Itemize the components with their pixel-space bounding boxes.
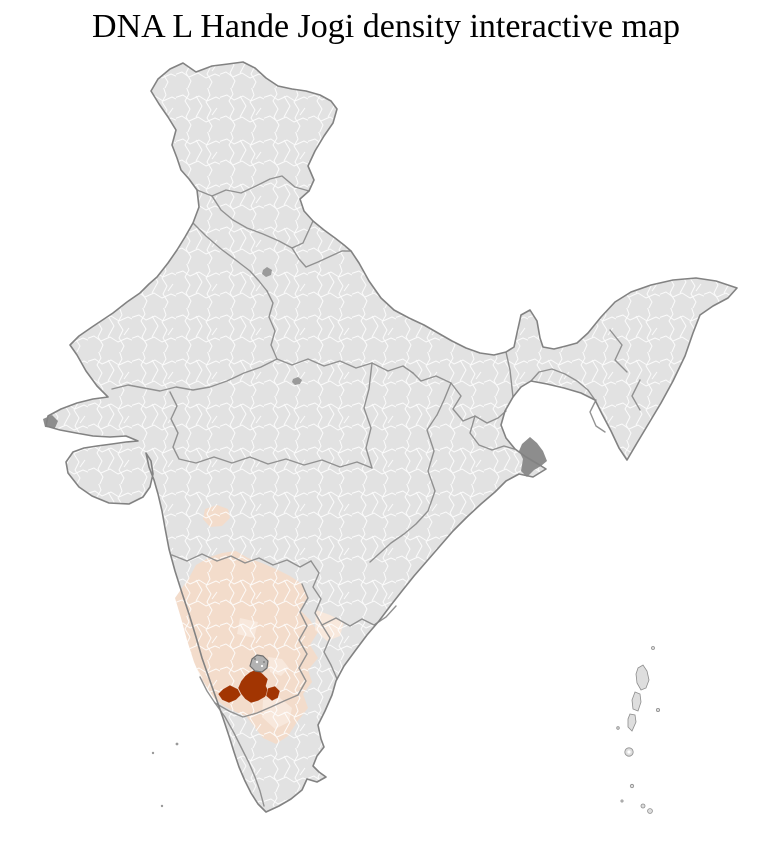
high-density-district[interactable] [217,684,242,704]
island-lagoon [627,750,631,754]
island-chain-east[interactable] [616,646,661,814]
state-boundaries [111,175,641,807]
page-title: DNA L Hande Jogi density interactive map [92,8,680,45]
island-specks-west[interactable] [151,742,179,808]
urban-detail-dot [255,660,259,664]
urban-district-marker[interactable] [249,654,269,673]
urban-detail-dot [263,661,265,663]
city-cluster-speck [292,377,302,385]
high-density-district[interactable] [237,668,270,704]
high-density-region[interactable] [217,668,281,704]
urban-detail-dot [260,664,264,668]
high-density-district[interactable] [265,685,281,702]
city-cluster-speck [262,267,272,277]
delta-shade [519,437,547,477]
urban-detail-dot [254,658,256,660]
